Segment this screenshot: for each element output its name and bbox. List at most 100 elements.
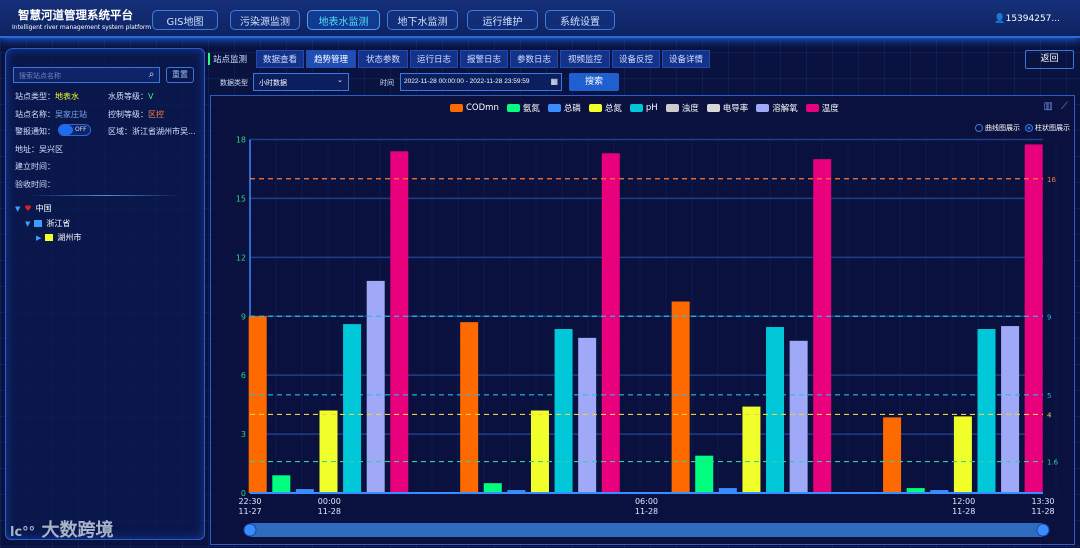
folder-icon [34,220,43,227]
top-header: 智慧河道管理系统平台 Intelligent river management … [0,0,1080,38]
caret-down-icon: ▼ [25,219,31,228]
station-search-input[interactable]: 搜索站点名称 [13,67,160,83]
slider-handle[interactable] [1036,523,1050,537]
address: 地址：吴兴区 [15,145,63,154]
bar-pH [766,327,785,493]
nav-pollution-source[interactable]: 污染源监测 [230,10,300,30]
data-type-select[interactable]: 小时数据 ⌄ [253,73,349,91]
chart-toolbox: ▥ ⟋ [1044,101,1068,112]
bar-温度 [390,151,409,494]
nav-settings[interactable]: 系统设置 [545,10,615,30]
chart-legend: CODmn 氨氮 总磷 总氮 pH 浊度 电导率 溶解氧 温度 [450,102,839,114]
section-marker [208,53,210,65]
x-tick-date: 11-27 [238,507,261,516]
legend-swatch [450,104,463,112]
nav-groundwater[interactable]: 地下水监测 [387,10,458,30]
folder-icon [45,234,54,241]
search-button[interactable]: 搜索 [569,73,619,91]
calendar-icon: ▦ [550,77,558,86]
accept-time: 验收时间： [15,180,55,189]
reset-button[interactable]: 重置 [166,67,194,83]
bar-CODmn [883,417,902,493]
nav-surface-water[interactable]: 地表水监测 [307,10,380,30]
legend-item[interactable]: 温度 [805,102,839,114]
x-tick-date: 11-28 [318,507,341,516]
tab-2[interactable]: 状态参数 [358,50,408,68]
x-tick-date: 11-28 [1031,507,1054,516]
search-icon[interactable]: ⌕ [148,69,155,80]
alarm-toggle[interactable]: OFF [58,124,91,136]
legend-label: 总磷 [563,104,581,114]
data-type-label: 数据类型 [220,79,248,87]
nav-operations[interactable]: 运行维护 [467,10,538,30]
slider-handle[interactable] [243,523,257,537]
legend-swatch [706,104,720,112]
bar-pH [554,329,573,493]
radio-bar-view[interactable]: 柱状图展示 [1025,123,1070,133]
legend-item[interactable]: 溶解氧 [756,102,798,114]
bar-CODmn [248,316,267,493]
legend-swatch [506,104,520,112]
legend-label: 溶解氧 [772,104,798,114]
station-panel [5,48,205,540]
legend-label: pH [645,103,658,113]
legend-label: 总氮 [604,104,622,114]
tab-8[interactable]: 设备详情 [662,50,710,68]
y-tick-label: 3 [241,430,246,439]
watermark-logo: lc°° 大数跨境 [10,520,114,541]
legend-item[interactable]: 总氮 [588,102,622,114]
bar-总磷 [295,489,314,493]
caret-right-icon: ▶ [36,233,42,242]
tab-6[interactable]: 视频监控 [560,50,610,68]
tab-0[interactable]: 数据查看 [256,50,304,68]
legend-item[interactable]: pH [629,102,658,114]
bar-总氮 [530,410,549,493]
legend-item[interactable]: CODmn [450,102,499,114]
x-tick-date: 11-28 [635,507,658,516]
radio-line-view[interactable]: 曲线图展示 [975,123,1020,133]
y-tick-label: 9 [241,312,246,321]
tab-4[interactable]: 报警日志 [460,50,508,68]
mark-line-label: 1.6 [1047,459,1059,467]
water-grade: 水质等级：V [108,92,154,101]
caret-down-icon: ▼ [15,204,21,213]
time-range-input[interactable]: 2022-11-28 00:00:00 - 2022-11-28 23:59:5… [400,73,562,91]
legend-item[interactable]: 电导率 [706,102,748,114]
legend-swatch [665,104,679,112]
line-chart-icon[interactable]: ⟋ [1061,101,1068,112]
user-icon: 👤 [994,14,1006,24]
bar-总氮 [319,410,338,493]
legend-swatch [588,104,602,112]
app-title: 智慧河道管理系统平台 [18,8,133,22]
legend-swatch [805,104,819,112]
mark-line-label: 4 [1047,411,1052,419]
bar-CODmn [671,301,690,493]
mark-line-label: 9 [1047,313,1051,321]
tab-3[interactable]: 运行日志 [410,50,458,68]
legend-swatch [547,104,561,112]
alarm-label: 警报通知： [15,127,55,136]
legend-item[interactable]: 氨氮 [506,102,540,114]
zoom-slider[interactable] [250,523,1043,537]
bar-chart-icon[interactable]: ▥ [1043,101,1053,112]
tab-5[interactable]: 参数日志 [510,50,558,68]
tree-node-china[interactable]: ▼ ♥ 中国 [15,204,52,213]
divider [30,195,180,196]
y-tick-label: 18 [236,136,246,145]
user-account[interactable]: 👤15394257... [994,14,1060,24]
y-tick-label: 15 [236,194,246,203]
legend-item[interactable]: 总磷 [547,102,581,114]
station-type: 站点类型：地表水 [15,92,79,101]
tree-node-huzhou[interactable]: ▶ 湖州市 [36,233,82,242]
mark-line-label: 5 [1047,392,1051,400]
y-tick-label: 6 [241,371,246,380]
tree-node-zhejiang[interactable]: ▼ 浙江省 [25,219,71,228]
nav-gis-map[interactable]: GIS地图 [152,10,218,30]
tab-1[interactable]: 趋势管理 [306,50,356,68]
tab-7[interactable]: 设备反控 [612,50,660,68]
return-button[interactable]: 返回 [1025,50,1074,69]
legend-item[interactable]: 浊度 [665,102,699,114]
bar-总磷 [718,488,737,493]
bar-溶解氧 [366,280,385,493]
